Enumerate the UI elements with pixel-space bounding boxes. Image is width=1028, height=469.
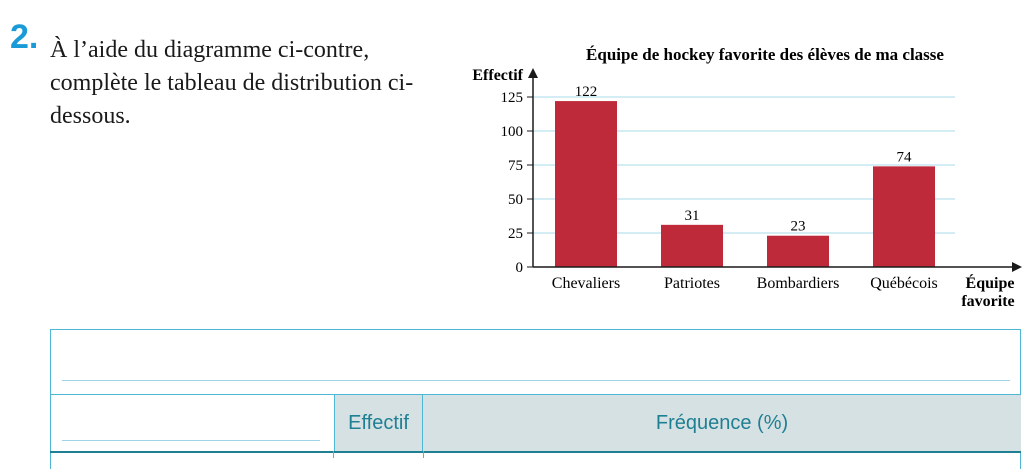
x-tick-label: Patriotes: [664, 275, 720, 292]
x-tick-label: Bombardiers: [757, 275, 840, 292]
y-axis-arrow: [528, 68, 538, 78]
column-header-frequence: Fréquence (%): [423, 395, 1021, 451]
x-axis-label-line1: Équipe: [966, 273, 1015, 292]
y-tick-label: 100: [501, 124, 524, 140]
table-blank-header-cell[interactable]: [50, 395, 333, 451]
bar: [555, 101, 617, 267]
table-header-answer-line[interactable]: [62, 440, 320, 441]
x-axis-arrow: [1012, 262, 1022, 272]
x-tick-label: Québécois: [870, 275, 938, 292]
data-label: 74: [897, 149, 913, 165]
table-row-separator: [50, 394, 1021, 395]
y-tick-label: 50: [508, 192, 523, 208]
data-label: 31: [685, 208, 700, 224]
data-label: 23: [791, 219, 806, 235]
table-column-divider: [423, 451, 424, 458]
table-column-divider: [333, 451, 334, 458]
question-number: 2.: [10, 18, 39, 56]
x-axis-label-line2: favorite: [961, 293, 1014, 310]
chart-title: Équipe de hockey favorite des élèves de …: [586, 45, 944, 64]
y-tick-label: 25: [508, 226, 523, 242]
bars: [555, 101, 935, 267]
y-tick-label: 75: [508, 158, 523, 174]
table-header-bottom-rule: [50, 451, 1021, 453]
table-title-answer-line[interactable]: [62, 380, 1010, 381]
hockey-bar-chart: Équipe de hockey favorite des élèves de …: [472, 45, 1022, 310]
bar: [873, 166, 935, 267]
chart-labels: 0 25 50 75 100 125 122 Chevaliers 31 Patriotes 23 B…: [501, 84, 938, 292]
bar: [661, 224, 723, 267]
x-tick-label: Chevaliers: [552, 275, 620, 292]
y-tick-label: 125: [501, 90, 524, 106]
bar: [767, 235, 829, 267]
column-header-effectif: Effectif: [334, 395, 423, 451]
y-axis-label: Effectif: [472, 67, 523, 84]
y-tick-label: 0: [516, 260, 524, 276]
axes: [527, 68, 1022, 272]
data-label: 122: [575, 84, 598, 100]
question-text: À l’aide du diagramme ci-contre, complèt…: [50, 37, 414, 129]
